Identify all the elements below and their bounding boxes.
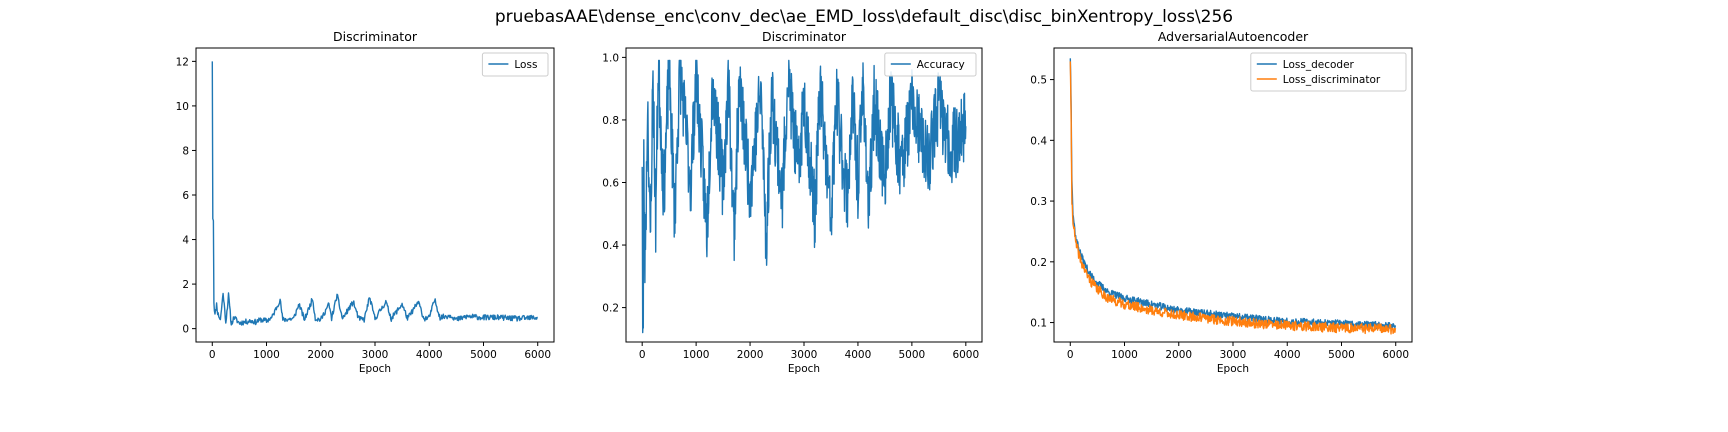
- x-tick-label: 5000: [899, 349, 926, 361]
- x-tick-label: 5000: [1328, 349, 1355, 361]
- subplot-title: Discriminator: [762, 29, 847, 44]
- legend: Accuracy: [884, 52, 977, 77]
- x-tick-label: 3000: [791, 349, 818, 361]
- plot-frame: [195, 47, 555, 343]
- x-axis-label: Epoch: [359, 363, 391, 375]
- x-tick-label: 4000: [1274, 349, 1301, 361]
- y-tick-label: 12: [176, 56, 189, 68]
- y-tick-label: 0.3: [1030, 196, 1047, 208]
- legend-box: [884, 52, 977, 77]
- legend: Loss: [481, 52, 549, 77]
- y-tick-label: 0.4: [1030, 135, 1047, 147]
- subplot-1: Discriminator 0 1000 2000 3000 4000 5000 6000 0 2…: [176, 29, 555, 375]
- legend-box: [1250, 52, 1407, 92]
- legend-box: [481, 52, 549, 77]
- y-tick-label: 2: [182, 279, 189, 291]
- x-tick-label: 1000: [253, 349, 280, 361]
- y-tick-label: 0: [182, 324, 189, 336]
- y-tick-label: 8: [182, 145, 189, 157]
- subplot-3: AdversarialAutoencoder 0 1000 2000 3000 4000 5…: [1030, 29, 1413, 375]
- x-tick-label: 4000: [845, 349, 872, 361]
- x-tick-label: 4000: [416, 349, 443, 361]
- x-tick-label: 1000: [1111, 349, 1138, 361]
- x-tick-label: 0: [639, 349, 646, 361]
- subplot-2: Discriminator 0 1000 2000 3000 4000 5000 6000 0.…: [602, 29, 983, 375]
- y-tick-label: 0.2: [602, 303, 619, 315]
- y-tick-label: 0.2: [1030, 257, 1047, 269]
- y-tick-label: 4: [182, 235, 189, 247]
- legend: Loss_decoder Loss_discriminator: [1250, 52, 1407, 92]
- x-tick-label: 0: [1067, 349, 1074, 361]
- y-tick-label: 0.4: [602, 240, 619, 252]
- y-tick-label: 0.5: [1030, 75, 1047, 87]
- x-tick-label: 6000: [1382, 349, 1409, 361]
- legend-label: Loss_decoder: [1283, 59, 1355, 71]
- x-tick-label: 0: [209, 349, 216, 361]
- series-line-accuracy: [641, 59, 967, 334]
- figure-suptitle: pruebasAAE\dense_enc\conv_dec\ae_EMD_los…: [495, 7, 1233, 27]
- y-tick-label: 0.1: [1030, 318, 1047, 330]
- x-tick-label: 5000: [470, 349, 497, 361]
- y-tick-label: 10: [176, 101, 189, 113]
- legend-label: Loss: [514, 59, 537, 71]
- y-tick-label: 1.0: [602, 52, 619, 64]
- x-axis-label: Epoch: [1217, 363, 1249, 375]
- subplot-title: Discriminator: [333, 29, 418, 44]
- x-tick-label: 2000: [737, 349, 764, 361]
- series-lines: [1069, 58, 1397, 335]
- x-tick-label: 1000: [683, 349, 710, 361]
- x-tick-label: 3000: [1220, 349, 1247, 361]
- x-tick-label: 2000: [307, 349, 334, 361]
- series-lines: [211, 61, 538, 326]
- x-tick-label: 2000: [1165, 349, 1192, 361]
- x-tick-label: 3000: [362, 349, 389, 361]
- x-tick-label: 6000: [952, 349, 979, 361]
- series-line-loss: [211, 61, 538, 326]
- subplot-title: AdversarialAutoencoder: [1158, 29, 1309, 44]
- series-line-loss-decoder: [1069, 58, 1397, 330]
- series-lines: [641, 59, 967, 334]
- x-axis-label: Epoch: [788, 363, 820, 375]
- series-line-loss-discriminator: [1069, 61, 1397, 335]
- legend-label: Loss_discriminator: [1283, 74, 1381, 86]
- legend-label: Accuracy: [917, 59, 965, 71]
- x-tick-label: 6000: [524, 349, 551, 361]
- y-tick-label: 0.8: [602, 115, 619, 127]
- y-tick-label: 6: [182, 190, 189, 202]
- y-tick-label: 0.6: [602, 177, 619, 189]
